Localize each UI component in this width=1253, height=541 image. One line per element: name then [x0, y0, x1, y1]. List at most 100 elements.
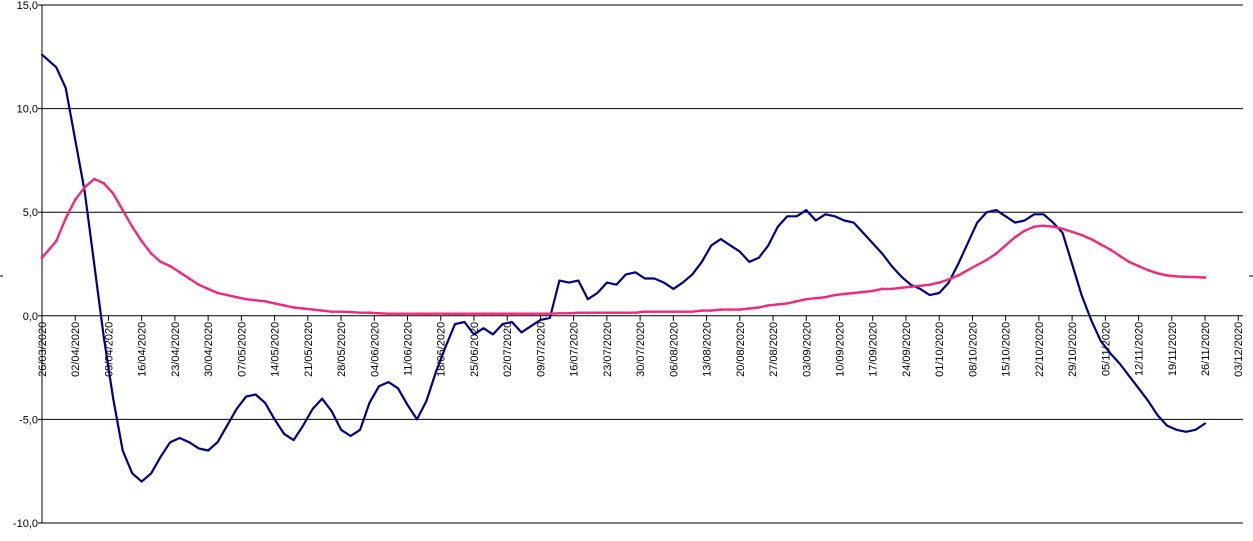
series-2-marker	[339, 310, 343, 313]
x-tick-label: 14/05/2020	[270, 322, 282, 377]
series-2-marker	[567, 312, 571, 315]
x-tick-label: 24/09/2020	[901, 322, 913, 377]
series-2-marker	[415, 312, 419, 315]
x-tick-label: 09/07/2020	[535, 322, 547, 377]
series-2-marker	[900, 286, 903, 290]
series-2-marker	[520, 312, 523, 315]
x-tick-label: 17/09/2020	[868, 322, 880, 377]
series-2-marker	[130, 225, 134, 228]
series-2-marker	[881, 287, 884, 291]
series-2-marker	[624, 311, 628, 314]
series-2-marker	[216, 291, 219, 295]
series-2-marker	[909, 285, 912, 288]
series-2-marker	[453, 312, 457, 315]
series-2-marker	[643, 310, 647, 313]
series-2-marker	[1013, 235, 1017, 239]
series-2-marker	[843, 292, 846, 296]
series-2-marker	[112, 192, 115, 195]
series-2-marker	[1070, 230, 1074, 234]
y-tick-label: 5,0	[23, 207, 38, 219]
x-tick-label: 22/10/2020	[1034, 322, 1046, 377]
series-2-marker	[254, 299, 257, 302]
series-2-marker	[786, 302, 789, 305]
series-2-marker	[406, 312, 409, 315]
series-2-marker	[225, 293, 229, 297]
x-tick-label: 30/04/2020	[203, 322, 215, 377]
series-2-marker	[634, 311, 637, 314]
series-2-marker	[1184, 275, 1188, 279]
series-2-marker	[320, 309, 324, 312]
series-2-marker	[748, 307, 751, 310]
series-2-marker	[273, 302, 276, 305]
series-2-marker	[472, 312, 476, 315]
series-2-marker	[1156, 272, 1159, 275]
series-2-marker	[149, 252, 153, 255]
series-2-marker	[1108, 248, 1112, 251]
series-lines	[40, 53, 1207, 483]
series-2-marker	[529, 312, 533, 315]
x-tick-label: 02/07/2020	[502, 322, 514, 377]
series-2-marker	[691, 310, 694, 313]
x-tick-label: 03/12/2020	[1233, 322, 1245, 377]
series-2-marker	[1099, 243, 1102, 246]
series-2-marker	[919, 284, 922, 287]
x-tick-label: 04/06/2020	[369, 322, 381, 377]
series-2-marker	[776, 303, 779, 306]
x-tick-label: 23/07/2020	[602, 322, 614, 377]
series-2-marker	[197, 283, 200, 286]
series-2-marker	[1032, 225, 1036, 228]
series-2-marker	[539, 312, 542, 315]
x-tick-label: 09/04/2020	[103, 322, 115, 377]
series-2-marker	[1127, 260, 1131, 264]
x-tick-label: 10/09/2020	[835, 322, 847, 377]
x-tick-label: 28/05/2020	[336, 322, 348, 377]
y-tick-label: 15,0	[17, 0, 38, 12]
series-2-marker	[1004, 244, 1007, 247]
series-2-marker	[40, 256, 44, 259]
series-2-marker	[795, 300, 798, 303]
series-2-marker	[833, 293, 836, 297]
series-2-marker	[491, 312, 495, 315]
series-2-marker	[64, 217, 67, 220]
series-2-marker	[510, 312, 514, 315]
x-tick-label: 20/08/2020	[735, 322, 747, 377]
series-2-marker	[93, 177, 96, 181]
series-2-marker	[852, 291, 855, 295]
series-2-marker	[1146, 269, 1150, 272]
series-2-marker	[719, 308, 723, 311]
x-tick-label: 06/08/2020	[668, 322, 680, 377]
x-tick-label: 07/05/2020	[236, 322, 248, 377]
series-2-marker	[805, 298, 808, 301]
series-2-marker	[548, 312, 552, 315]
series-2-marker	[292, 306, 295, 309]
x-tick-label: 27/08/2020	[768, 322, 780, 377]
series-2-marker	[1042, 224, 1045, 227]
grid-lines	[42, 4, 1243, 524]
series-2-marker	[615, 311, 618, 314]
series-2-marker	[311, 308, 314, 311]
series-2-marker	[482, 312, 485, 315]
series-2-marker	[710, 309, 713, 312]
series-2-marker	[368, 311, 371, 314]
series-2-marker	[1023, 229, 1026, 233]
series-2-marker	[55, 240, 58, 243]
series-2-marker	[358, 311, 362, 314]
series-2-marker	[1165, 274, 1169, 277]
x-tick-label: 15/10/2020	[1001, 322, 1013, 377]
y-tick-label: 0,0	[23, 311, 38, 323]
series-2-marker	[1089, 237, 1093, 241]
series-2-marker	[596, 311, 599, 314]
x-tick-label: 21/05/2020	[303, 322, 315, 377]
series-2-marker	[928, 283, 931, 286]
series-2-marker	[434, 312, 438, 315]
x-tick-label: 19/11/2020	[1167, 322, 1179, 376]
x-tick-label: 03/09/2020	[801, 322, 813, 377]
series-2-marker	[824, 295, 827, 299]
y-tick-label: -5,0	[19, 414, 38, 426]
series-2-marker	[501, 312, 504, 315]
series-2-marker	[263, 300, 267, 303]
series-2-marker	[140, 240, 143, 243]
series-2-marker	[396, 312, 400, 315]
series-2-marker	[975, 263, 979, 267]
y-tick-label: -10,0	[13, 518, 38, 530]
